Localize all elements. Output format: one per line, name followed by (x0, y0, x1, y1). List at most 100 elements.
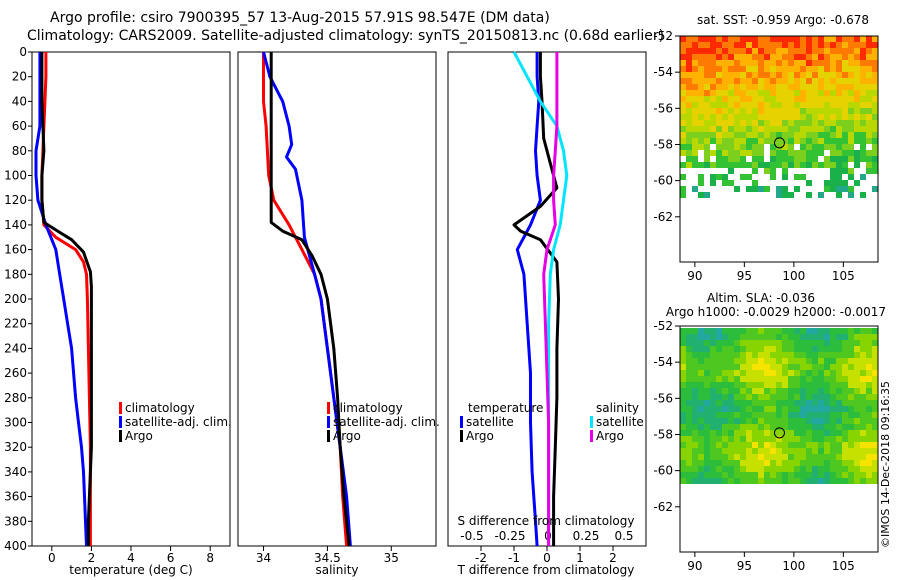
sst-cell (710, 126, 716, 132)
sla-cell (728, 466, 734, 472)
sla-cell (848, 466, 854, 472)
sla-cell (758, 400, 764, 406)
sst-cell (716, 174, 722, 180)
sla-cell (734, 430, 740, 436)
sst-cell (866, 36, 872, 42)
sla-cell (752, 352, 758, 358)
sst-cell (698, 138, 704, 144)
sla-cell (686, 460, 692, 466)
sst-cell (746, 138, 752, 144)
sla-cell (764, 400, 770, 406)
sst-cell (722, 96, 728, 102)
sla-cell (704, 328, 710, 334)
sla-cell (830, 340, 836, 346)
sla-cell (698, 358, 704, 364)
sst-cell (866, 42, 872, 48)
sla-cell (710, 376, 716, 382)
sst-cell (872, 114, 878, 120)
sla-cell (728, 388, 734, 394)
sla-cell (836, 442, 842, 448)
sla-cell (824, 364, 830, 370)
sst-cell (716, 48, 722, 54)
sst-cell (860, 120, 866, 126)
sst-cell (770, 78, 776, 84)
sst-cell (758, 108, 764, 114)
sla-cell (806, 352, 812, 358)
sst-cell (746, 36, 752, 42)
sst-cell (782, 126, 788, 132)
sla-cell (710, 388, 716, 394)
sla-cell (818, 334, 824, 340)
sla-cell (860, 388, 866, 394)
sst-cell (842, 132, 848, 138)
sst-cell (824, 90, 830, 96)
sst-cell (824, 102, 830, 108)
sla-cell (848, 478, 854, 484)
sla-cell (782, 376, 788, 382)
sst-cell (752, 162, 758, 168)
sst-cell (794, 84, 800, 90)
sst-cell (764, 108, 770, 114)
sst-cell (734, 72, 740, 78)
sla-cell (806, 466, 812, 472)
sst-cell (722, 150, 728, 156)
sla-cell (848, 376, 854, 382)
sla-cell (836, 454, 842, 460)
sst-cell (794, 132, 800, 138)
sla-cell (818, 394, 824, 400)
sla-cell (692, 328, 698, 334)
sla-cell (794, 478, 800, 484)
sla-cell (830, 448, 836, 454)
series-line-temperature-satellite (515, 52, 542, 547)
sst-cell (788, 156, 794, 162)
sla-cell (872, 400, 878, 406)
sst-cell (686, 90, 692, 96)
sst-cell (836, 138, 842, 144)
sst-cell (788, 60, 794, 66)
sst-cell (692, 114, 698, 120)
sla-cell (710, 412, 716, 418)
sla-cell (740, 424, 746, 430)
sst-cell (770, 168, 776, 174)
sla-cell (698, 448, 704, 454)
sla-cell (740, 436, 746, 442)
sla-cell (848, 394, 854, 400)
sst-cell (872, 108, 878, 114)
sst-cell (758, 162, 764, 168)
sla-cell (818, 472, 824, 478)
sst-cell (872, 36, 878, 42)
sla-cell (824, 454, 830, 460)
sla-cell (782, 424, 788, 430)
legend-argo-swatch (327, 430, 330, 442)
sst-cell (836, 66, 842, 72)
sla-cell (758, 364, 764, 370)
sla-cell (716, 388, 722, 394)
sla-cell (866, 406, 872, 412)
sla-cell (806, 400, 812, 406)
sla-cell (686, 346, 692, 352)
sst-cell (800, 132, 806, 138)
sst-cell (818, 54, 824, 60)
lat-tick-label: -56 (653, 391, 673, 405)
sst-cell (800, 84, 806, 90)
sla-cell (722, 454, 728, 460)
sla-cell (746, 436, 752, 442)
sst-cell (764, 54, 770, 60)
sla-cell (710, 382, 716, 388)
sla-cell (788, 346, 794, 352)
sla-cell (764, 388, 770, 394)
sla-cell (848, 460, 854, 466)
sst-cell (800, 150, 806, 156)
sla-cell (686, 394, 692, 400)
sst-cell (830, 114, 836, 120)
sla-cell (716, 412, 722, 418)
sla-cell (788, 382, 794, 388)
sst-cell (680, 174, 686, 180)
sla-cell (680, 424, 686, 430)
sla-cell (812, 364, 818, 370)
sla-cell (764, 430, 770, 436)
sst-cell (830, 180, 836, 186)
sst-cell (782, 78, 788, 84)
sla-cell (860, 400, 866, 406)
sst-cell (812, 108, 818, 114)
